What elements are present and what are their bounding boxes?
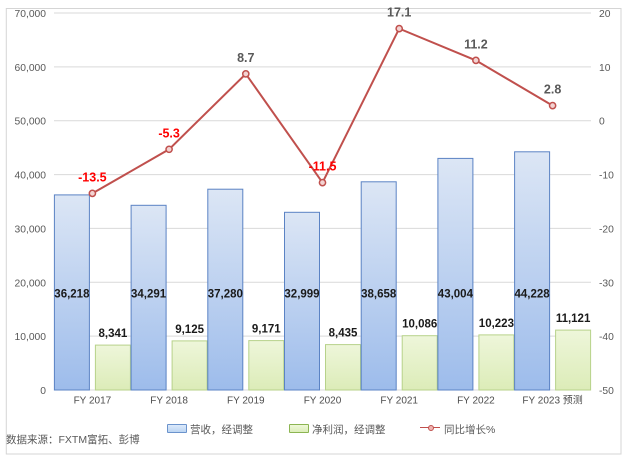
svg-text:0: 0 [599,117,605,128]
svg-text:FY 2019: FY 2019 [227,396,265,407]
svg-text:FY 2017: FY 2017 [74,396,112,407]
svg-text:-40: -40 [599,332,614,343]
svg-text:30,000: 30,000 [15,224,47,235]
svg-text:FY 2020: FY 2020 [304,396,342,407]
svg-text:11,121: 11,121 [556,313,591,325]
svg-text:37,280: 37,280 [208,289,243,301]
svg-text:40,000: 40,000 [15,171,47,182]
svg-text:FY 2018: FY 2018 [150,396,188,407]
svg-text:10: 10 [599,63,611,74]
svg-text:43,004: 43,004 [438,289,474,301]
svg-text:36,218: 36,218 [54,289,90,301]
svg-text:FY 2021: FY 2021 [380,396,418,407]
svg-text:2.8: 2.8 [544,83,561,97]
svg-text:8,341: 8,341 [99,328,128,340]
svg-text:8,435: 8,435 [329,328,358,340]
svg-text:17.1: 17.1 [387,6,411,20]
svg-text:20,000: 20,000 [15,278,47,289]
svg-text:9,171: 9,171 [252,324,281,336]
svg-text:8.7: 8.7 [237,51,254,65]
svg-text:60,000: 60,000 [15,63,47,74]
svg-text:-5.3: -5.3 [158,126,180,140]
svg-text:10,223: 10,223 [479,318,514,330]
svg-text:-50: -50 [599,386,614,397]
svg-text:-10: -10 [599,171,614,182]
svg-text:20: 20 [599,9,611,20]
svg-text:-11.5: -11.5 [309,160,337,174]
svg-text:38,658: 38,658 [361,289,397,301]
svg-text:70,000: 70,000 [15,9,47,20]
svg-text:9,125: 9,125 [175,324,204,336]
svg-text:FY 2022: FY 2022 [457,396,495,407]
svg-text:34,291: 34,291 [131,289,167,301]
svg-text:32,999: 32,999 [284,289,319,301]
svg-text:0: 0 [40,386,46,397]
svg-text:10,000: 10,000 [15,332,47,343]
svg-text:50,000: 50,000 [15,117,47,128]
svg-text:44,228: 44,228 [515,289,551,301]
svg-text:-30: -30 [599,278,614,289]
svg-text:-20: -20 [599,224,614,235]
svg-text:10,086: 10,086 [402,319,437,331]
svg-text:-13.5: -13.5 [78,170,107,184]
svg-text:11.2: 11.2 [464,37,488,51]
svg-text:FY 2023 预测: FY 2023 预测 [522,394,582,407]
